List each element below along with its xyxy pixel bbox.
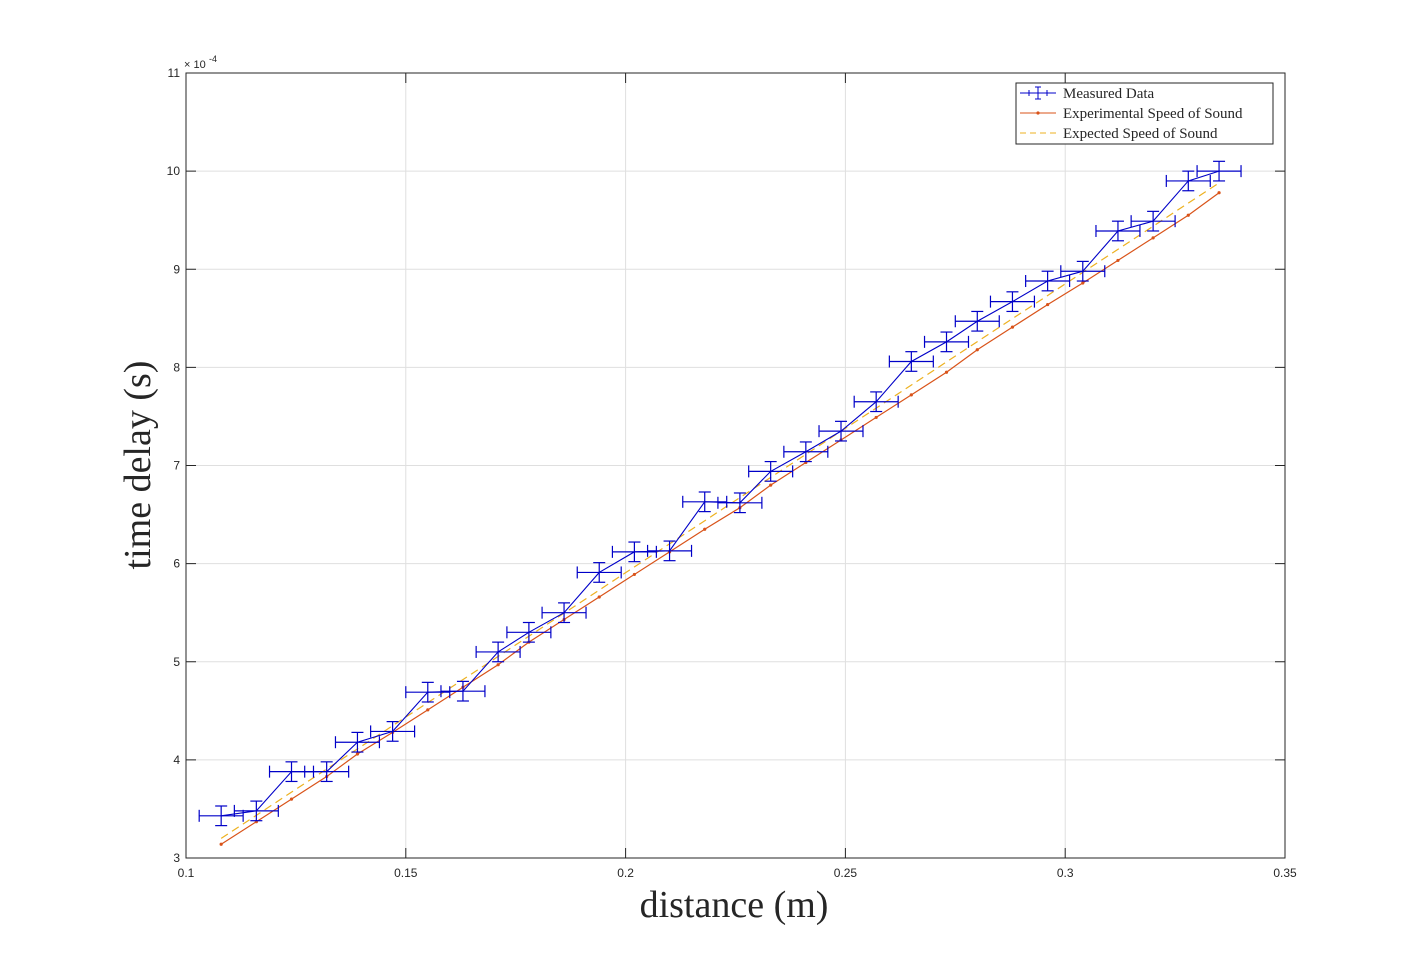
x-tick-labels: 0.1 0.15 0.2 0.25 0.3 0.35 bbox=[178, 866, 1297, 880]
y-tick-label: 5 bbox=[173, 655, 180, 669]
legend-entry-expected: Expected Speed of Sound bbox=[1020, 126, 1218, 142]
series-experimental-point bbox=[944, 370, 949, 374]
series-experimental-point bbox=[1046, 302, 1050, 307]
legend-entry-measured: Measured Data bbox=[1020, 86, 1155, 102]
series-experimental-point bbox=[1186, 213, 1190, 217]
series-experimental-point bbox=[496, 663, 500, 667]
legend-entry-experimental: Experimental Speed of Sound bbox=[1020, 106, 1243, 122]
series-experimental-point bbox=[1217, 191, 1221, 195]
series-experimental-point bbox=[1116, 258, 1120, 263]
series-experimental-point bbox=[1151, 236, 1155, 240]
series-experimental-point bbox=[597, 595, 601, 599]
y-tick-label: 4 bbox=[173, 753, 180, 767]
y-exponent-label: × 10 -4 bbox=[184, 54, 217, 71]
y-axis-title: time delay (s) bbox=[117, 361, 159, 570]
series-experimental-point bbox=[975, 348, 979, 352]
series-experimental-point bbox=[1010, 325, 1015, 329]
y-tick-labels: 3 4 5 6 7 8 9 10 11 bbox=[167, 66, 181, 865]
series-experimental-point bbox=[426, 708, 430, 712]
y-tick-label: 3 bbox=[173, 851, 180, 865]
x-tick-label: 0.3 bbox=[1057, 866, 1074, 880]
series-experimental-point bbox=[219, 842, 223, 846]
y-tick-label: 11 bbox=[168, 66, 181, 80]
series-experimental-point bbox=[1081, 281, 1085, 285]
series-experimental-point bbox=[769, 483, 773, 487]
plot-area bbox=[185, 72, 1286, 859]
series-experimental-point bbox=[355, 752, 360, 756]
legend-label-measured: Measured Data bbox=[1063, 86, 1155, 102]
series-experimental-point bbox=[703, 527, 707, 531]
series-expected-line bbox=[220, 182, 1220, 839]
y-tick-label: 7 bbox=[173, 459, 180, 473]
y-exponent-base: × 10 bbox=[184, 59, 206, 71]
ticks bbox=[185, 72, 1286, 859]
series-measured-line bbox=[221, 170, 1220, 817]
x-tick-label: 0.25 bbox=[834, 866, 858, 880]
legend-swatch-experimental-marker bbox=[1036, 111, 1040, 115]
x-tick-label: 0.2 bbox=[617, 866, 634, 880]
y-tick-label: 10 bbox=[167, 164, 181, 178]
y-tick-label: 8 bbox=[173, 360, 180, 374]
series-experimental-line bbox=[220, 192, 1220, 845]
legend-box bbox=[1015, 82, 1274, 145]
series-experimental-point bbox=[289, 797, 294, 801]
y-exponent-power: -4 bbox=[209, 54, 217, 64]
x-axis-title: distance (m) bbox=[640, 884, 829, 926]
x-tick-label: 0.15 bbox=[394, 866, 418, 880]
legend-label-expected: Expected Speed of Sound bbox=[1063, 126, 1218, 142]
y-tick-label: 9 bbox=[173, 262, 180, 276]
series-layer bbox=[198, 160, 1242, 846]
series-experimental-point bbox=[909, 393, 913, 397]
y-tick-label: 6 bbox=[173, 557, 180, 571]
legend: Measured Data Experimental Speed of Soun… bbox=[1015, 82, 1274, 145]
x-tick-label: 0.35 bbox=[1273, 866, 1297, 880]
series-experimental-point bbox=[874, 415, 878, 420]
legend-label-experimental: Experimental Speed of Sound bbox=[1063, 106, 1243, 122]
x-tick-label: 0.1 bbox=[178, 866, 195, 880]
series-experimental-point bbox=[632, 572, 636, 577]
